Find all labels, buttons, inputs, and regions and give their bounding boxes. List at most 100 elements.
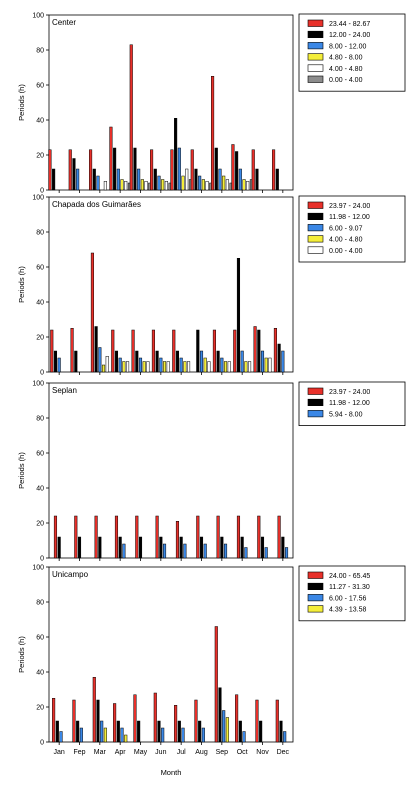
x-tick-label: Jun	[155, 749, 166, 756]
bar	[242, 731, 246, 743]
bar	[238, 168, 242, 191]
y-tick-label: 100	[32, 195, 44, 202]
bar	[92, 677, 96, 743]
bar	[98, 536, 102, 559]
y-tick-label: 100	[32, 13, 44, 20]
y-tick-label: 0	[40, 188, 44, 195]
bar	[183, 361, 187, 373]
bar	[53, 350, 58, 373]
bar	[253, 326, 257, 373]
chart-panel: 0 20 40 60 80 100 Periods (h) Chapada dos Guima…	[17, 195, 406, 377]
bar	[159, 357, 163, 373]
y-tick-label: 100	[32, 381, 44, 388]
legend-swatch	[307, 64, 324, 72]
bar	[135, 350, 139, 373]
bar	[89, 149, 93, 191]
x-tick-label: Jul	[177, 749, 186, 756]
x-tick-label: Nov	[256, 749, 269, 756]
legend-label: 5.94 - 8.00	[329, 411, 363, 418]
bar	[103, 181, 107, 191]
y-tick-label: 80	[36, 416, 44, 423]
legend-swatch	[307, 30, 324, 39]
bar	[155, 515, 159, 559]
bar	[109, 126, 113, 191]
bar	[150, 149, 154, 191]
legend-swatch	[307, 75, 324, 83]
bar	[246, 181, 250, 191]
legend-swatch	[307, 582, 324, 591]
bar	[94, 515, 98, 559]
bar	[122, 543, 126, 559]
y-tick-label: 40	[36, 118, 44, 125]
bar	[284, 547, 289, 559]
legend-label: 4.00 - 4.80	[329, 237, 363, 244]
bar	[162, 361, 167, 373]
bar	[76, 720, 80, 743]
bar	[122, 361, 126, 373]
bar	[164, 181, 168, 191]
bar	[170, 149, 174, 191]
bar	[55, 720, 59, 743]
legend-label: 4.39 - 13.58	[329, 607, 366, 614]
bar	[273, 328, 277, 373]
legend-swatch	[307, 224, 324, 232]
x-tick-label: Fep	[73, 749, 85, 756]
bar	[236, 515, 241, 559]
bar	[57, 357, 61, 373]
bar	[157, 720, 161, 743]
bar	[183, 543, 187, 559]
bar	[179, 357, 183, 373]
bar	[198, 175, 202, 191]
bar	[94, 326, 98, 373]
bar	[101, 364, 106, 373]
bar	[113, 703, 117, 743]
bar	[220, 357, 224, 373]
bar	[155, 350, 159, 373]
panel-title: Unicampo	[52, 570, 89, 579]
y-tick-label: 0	[40, 740, 44, 747]
bar	[144, 181, 148, 191]
bar	[207, 361, 211, 373]
bar	[244, 547, 248, 559]
bar	[281, 350, 285, 373]
bar	[211, 76, 215, 191]
bar	[57, 536, 61, 559]
legend-swatch	[307, 42, 324, 50]
bar	[201, 727, 205, 743]
bar	[181, 175, 185, 191]
bar	[281, 536, 285, 559]
bar	[48, 149, 52, 191]
bar	[242, 179, 246, 191]
bar	[138, 536, 143, 559]
bar	[277, 343, 281, 373]
y-tick-label: 60	[36, 451, 44, 458]
chart-panel: 0 20 40 60 80 100 Periods (h) Center 23.44 - 82.…	[17, 13, 406, 195]
legend-swatch	[307, 410, 324, 418]
bar	[223, 543, 228, 559]
bar	[216, 515, 220, 559]
bar	[124, 181, 128, 191]
bar	[175, 521, 180, 559]
x-tick-label: Mar	[94, 749, 107, 756]
bar	[72, 158, 76, 191]
bar	[233, 329, 237, 373]
bar	[259, 720, 263, 743]
panel-title: Seplan	[52, 386, 77, 395]
legend-label: 23.97 - 24.00	[329, 389, 370, 396]
bar	[177, 147, 181, 191]
plot-frame	[48, 566, 294, 743]
legend-label: 0.00 - 4.00	[329, 248, 363, 255]
plot-frame	[48, 196, 294, 373]
legend-label: 4.80 - 8.00	[329, 55, 363, 62]
bar	[194, 699, 198, 743]
bar	[138, 357, 143, 373]
bar	[196, 329, 200, 373]
x-tick-label: Sep	[216, 749, 229, 756]
bar	[257, 329, 261, 373]
bar	[111, 329, 115, 373]
bar	[248, 361, 252, 373]
panel-title: Chapada dos Guimarães	[52, 200, 141, 209]
bar	[135, 515, 139, 559]
y-tick-label: 80	[36, 600, 44, 607]
bar	[118, 357, 122, 373]
